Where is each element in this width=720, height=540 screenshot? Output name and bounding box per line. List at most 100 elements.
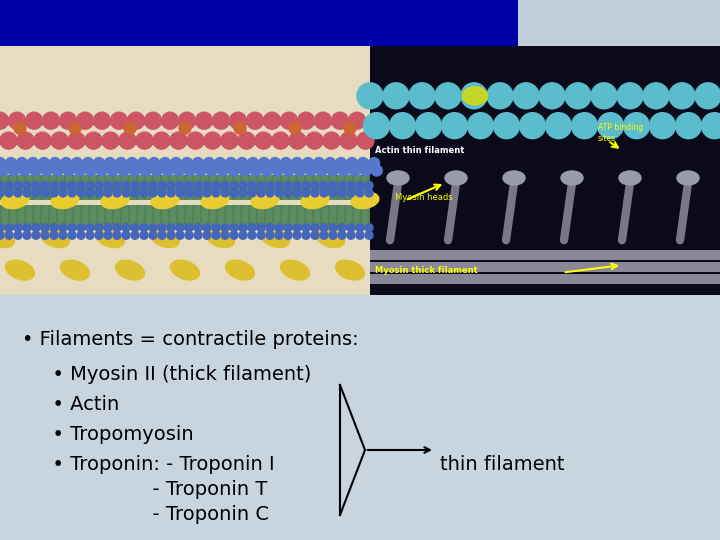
Circle shape [162, 165, 174, 176]
Bar [120, 205, 122, 230]
Circle shape [5, 181, 13, 190]
Circle shape [305, 165, 316, 176]
Circle shape [77, 231, 85, 239]
Circle shape [113, 181, 121, 190]
Circle shape [539, 83, 565, 109]
Ellipse shape [445, 171, 467, 185]
Bar [128, 205, 130, 230]
Circle shape [68, 181, 76, 190]
Circle shape [248, 189, 256, 197]
Ellipse shape [40, 228, 69, 248]
Circle shape [138, 158, 148, 168]
Circle shape [153, 132, 170, 149]
Circle shape [124, 122, 136, 134]
Bar [0, 46, 370, 295]
Bar [104, 205, 106, 230]
Circle shape [415, 113, 441, 139]
Text: • Troponin: - Troponin I: • Troponin: - Troponin I [40, 455, 274, 474]
Circle shape [149, 231, 157, 239]
Bar [320, 205, 322, 230]
Circle shape [113, 189, 121, 197]
Bar [240, 205, 242, 230]
Circle shape [122, 181, 130, 190]
Circle shape [358, 158, 369, 168]
Circle shape [338, 224, 346, 232]
Circle shape [179, 122, 191, 134]
Bar [360, 176, 362, 200]
Circle shape [86, 181, 94, 190]
Bar [360, 205, 362, 230]
Bar [312, 176, 314, 200]
Circle shape [328, 165, 338, 176]
Circle shape [356, 189, 364, 197]
Circle shape [203, 224, 211, 232]
Circle shape [5, 224, 13, 232]
Circle shape [266, 231, 274, 239]
Circle shape [302, 158, 313, 168]
Circle shape [17, 158, 27, 168]
Circle shape [248, 158, 258, 168]
Circle shape [176, 189, 184, 197]
Circle shape [69, 122, 81, 134]
Circle shape [212, 224, 220, 232]
Circle shape [302, 189, 310, 197]
Circle shape [364, 113, 390, 139]
Ellipse shape [151, 192, 179, 208]
Circle shape [196, 112, 212, 129]
Bar [112, 176, 114, 200]
Circle shape [336, 158, 346, 168]
Circle shape [71, 158, 83, 168]
Circle shape [369, 158, 379, 168]
Bar [64, 176, 66, 200]
Circle shape [174, 165, 184, 176]
Circle shape [104, 158, 115, 168]
Bar [80, 205, 82, 230]
Circle shape [107, 165, 118, 176]
Text: Myosin thick filament: Myosin thick filament [375, 266, 478, 275]
Circle shape [185, 181, 193, 190]
Circle shape [230, 224, 238, 232]
Bar [56, 176, 58, 200]
Circle shape [292, 158, 302, 168]
Bar [312, 205, 314, 230]
Circle shape [409, 83, 435, 109]
Circle shape [230, 231, 238, 239]
Bar [160, 176, 162, 200]
Circle shape [356, 231, 364, 239]
Bar [224, 205, 226, 230]
Circle shape [167, 181, 175, 190]
Circle shape [320, 189, 328, 197]
Circle shape [14, 122, 26, 134]
Circle shape [239, 165, 251, 176]
Bar [264, 176, 266, 200]
Bar [264, 205, 266, 230]
Circle shape [131, 189, 139, 197]
Circle shape [158, 224, 166, 232]
Ellipse shape [206, 228, 235, 248]
Circle shape [349, 165, 360, 176]
Circle shape [230, 112, 246, 129]
Circle shape [14, 224, 22, 232]
Circle shape [149, 224, 157, 232]
Circle shape [348, 112, 366, 129]
Circle shape [302, 231, 310, 239]
Circle shape [130, 165, 140, 176]
Bar [136, 176, 138, 200]
Circle shape [41, 231, 49, 239]
Circle shape [53, 165, 63, 176]
Circle shape [289, 122, 301, 134]
Circle shape [14, 189, 22, 197]
Circle shape [320, 231, 328, 239]
Bar [152, 205, 154, 230]
Circle shape [275, 181, 283, 190]
Bar [48, 176, 50, 200]
Circle shape [261, 165, 272, 176]
Circle shape [113, 231, 121, 239]
Bar [184, 176, 186, 200]
Bar [304, 176, 306, 200]
Circle shape [115, 158, 127, 168]
Circle shape [176, 224, 184, 232]
Circle shape [347, 189, 355, 197]
Circle shape [248, 231, 256, 239]
Bar [0, 205, 2, 230]
